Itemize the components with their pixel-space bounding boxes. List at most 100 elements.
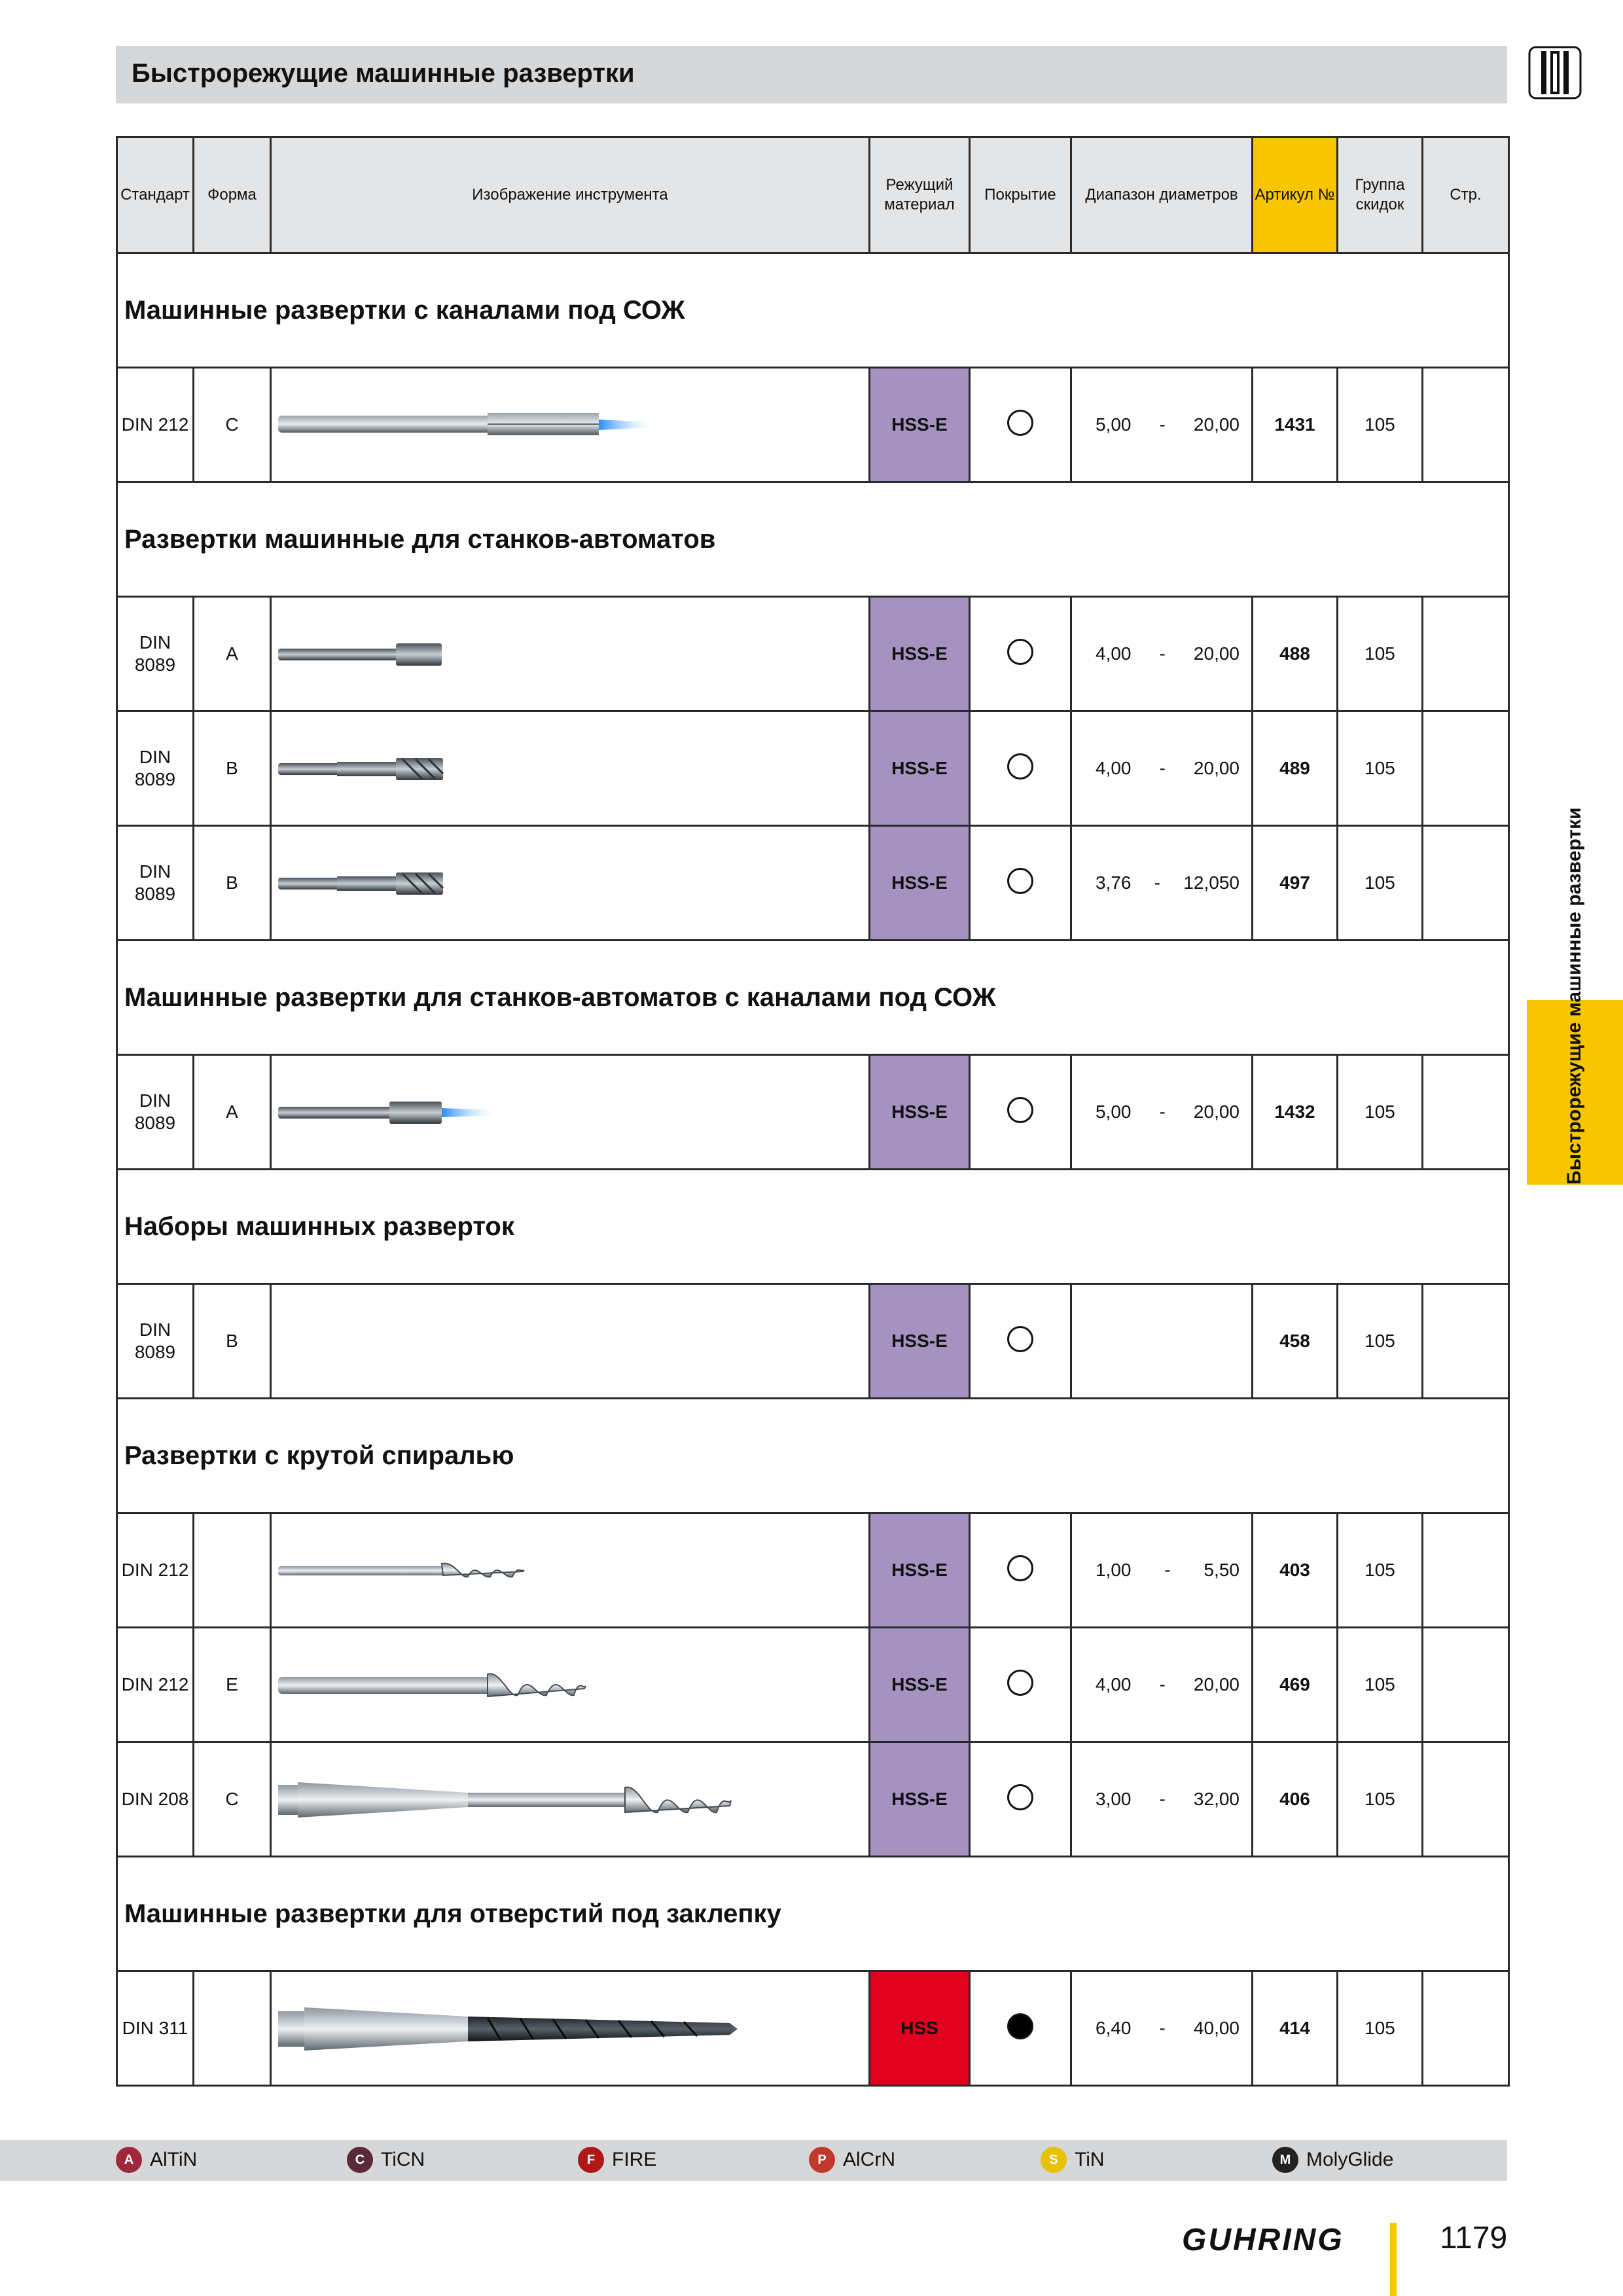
legend-item: S TiN <box>1041 2147 1105 2173</box>
range-dash: - <box>1159 758 1166 778</box>
cell-page[interactable] <box>1421 367 1510 483</box>
side-tab[interactable]: Быстрорежущие машинные развертки <box>1527 808 1623 1185</box>
cell-coating <box>969 825 1072 941</box>
cell-page[interactable] <box>1421 1283 1510 1399</box>
coating-badge-icon: M <box>1272 2147 1298 2173</box>
cell-standard: DIN 212 <box>116 1512 194 1628</box>
cell-tool-image <box>270 1741 870 1857</box>
cell-tool-image <box>270 1512 870 1628</box>
legend-label: TiCN <box>381 2149 425 2170</box>
reamer-image <box>278 1673 586 1698</box>
cell-form <box>192 1512 272 1628</box>
range-to: 5,50 <box>1204 1560 1240 1580</box>
legend-label: TiN <box>1075 2149 1105 2170</box>
cell-page[interactable] <box>1421 825 1510 941</box>
reamer-image <box>278 2007 738 2051</box>
cell-article[interactable]: 1432 <box>1251 1054 1338 1170</box>
section-row: Машинные развертки с каналами под СОЖ <box>116 252 1510 368</box>
cell-article[interactable]: 414 <box>1251 1970 1338 2087</box>
coating-circle-icon <box>1007 638 1033 665</box>
cell-range: 1,00 - 5,50 <box>1070 1512 1253 1628</box>
legend-label: AlTiN <box>150 2149 198 2170</box>
header-page: Стр. <box>1421 136 1510 254</box>
table-row[interactable]: DIN 311 HSS 6,40 - 40,00 414 105 <box>116 1970 1510 2087</box>
cell-page[interactable] <box>1421 1626 1510 1743</box>
cell-page[interactable] <box>1421 1054 1510 1170</box>
cell-page[interactable] <box>1421 1741 1510 1857</box>
cell-standard: DIN 8089 <box>116 710 194 827</box>
range-to: 20,00 <box>1193 758 1240 778</box>
section-title: Машинные развертки для отверстий под зак… <box>116 1856 1510 1972</box>
cell-tool-image <box>270 710 870 827</box>
cell-discount: 105 <box>1336 710 1423 827</box>
table-row[interactable]: DIN 8089 B HSS-E 3,76 - 12,050 497 105 <box>116 825 1510 941</box>
cell-article[interactable]: 488 <box>1251 596 1338 712</box>
range-from: 5,00 <box>1096 1102 1132 1122</box>
header-material: Режущий материал <box>868 136 971 254</box>
table-row[interactable]: DIN 8089 B HSS-E 4,00 - 20,00 489 105 <box>116 710 1510 827</box>
table-row[interactable]: DIN 208 C HSS-E 3,00 - 32,00 406 105 <box>116 1741 1510 1857</box>
coating-circle-icon <box>1007 1554 1033 1581</box>
table-row[interactable]: DIN 8089 A HSS-E 5,00 - 20,00 1432 105 <box>116 1054 1510 1170</box>
cell-article[interactable]: 403 <box>1251 1512 1338 1628</box>
coating-badge-icon: S <box>1041 2147 1067 2173</box>
cell-range: 6,40 - 40,00 <box>1070 1970 1253 2087</box>
section-row: Машинные развертки для отверстий под зак… <box>116 1856 1510 1972</box>
cell-material: HSS-E <box>868 1283 971 1399</box>
legend-item: M MolyGlide <box>1272 2147 1393 2173</box>
range-dash: - <box>1159 2018 1166 2038</box>
reamer-table: Стандарт Форма Изображение инструмента Р… <box>116 136 1510 2087</box>
cell-page[interactable] <box>1421 710 1510 827</box>
range-to: 20,00 <box>1193 414 1240 435</box>
table-row[interactable]: DIN 8089 A HSS-E 4,00 - 20,00 488 105 <box>116 596 1510 712</box>
cell-form: B <box>192 710 272 827</box>
cell-article[interactable]: 406 <box>1251 1741 1338 1857</box>
cell-article[interactable]: 469 <box>1251 1626 1338 1743</box>
cell-material: HSS-E <box>868 367 971 483</box>
legend-label: FIRE <box>612 2149 657 2170</box>
table-row[interactable]: DIN 212 E HSS-E 4,00 - 20,00 469 105 <box>116 1626 1510 1743</box>
cell-range: 3,76 - 12,050 <box>1070 825 1253 941</box>
header-discount: Группа скидок <box>1336 136 1423 254</box>
header-coating: Покрытие <box>969 136 1072 254</box>
range-dash: - <box>1159 414 1166 435</box>
cell-coating <box>969 596 1072 712</box>
cell-page[interactable] <box>1421 1970 1510 2087</box>
cell-coating <box>969 1741 1072 1857</box>
section-row: Развертки машинные для станков-автоматов <box>116 481 1510 598</box>
table-row[interactable]: DIN 212 HSS-E 1,00 - 5,50 403 105 <box>116 1512 1510 1628</box>
cell-range: 5,00 - 20,00 <box>1070 1054 1253 1170</box>
cell-discount: 105 <box>1336 1626 1423 1743</box>
cell-page[interactable] <box>1421 1512 1510 1628</box>
legend-label: MolyGlide <box>1306 2149 1394 2170</box>
cell-article[interactable]: 497 <box>1251 825 1338 941</box>
cell-article[interactable]: 489 <box>1251 710 1338 827</box>
section-row: Наборы машинных разверток <box>116 1168 1510 1285</box>
table-header-row: Стандарт Форма Изображение инструмента Р… <box>116 136 1510 254</box>
cell-discount: 105 <box>1336 825 1423 941</box>
table-row[interactable]: DIN 8089 B HSS-E 458 105 <box>116 1283 1510 1399</box>
header-range: Диапазон диаметров <box>1070 136 1253 254</box>
section-row: Развертки с крутой спиралью <box>116 1397 1510 1514</box>
section-title: Развертки с крутой спиралью <box>116 1397 1510 1514</box>
cell-form: A <box>192 596 272 712</box>
cell-article[interactable]: 1431 <box>1251 367 1338 483</box>
cell-article[interactable]: 458 <box>1251 1283 1338 1399</box>
reamer-image <box>278 872 444 895</box>
cell-page[interactable] <box>1421 596 1510 712</box>
coating-circle-icon <box>1007 1325 1033 1352</box>
reamer-category-icon <box>1528 46 1582 99</box>
coating-circle-icon <box>1007 1669 1033 1696</box>
cell-material: HSS-E <box>868 825 971 941</box>
range-from: 3,00 <box>1096 1789 1132 1809</box>
cell-range: 4,00 - 20,00 <box>1070 710 1253 827</box>
range-from: 6,40 <box>1096 2018 1132 2038</box>
table-row[interactable]: DIN 212 C HSS-E 5,00 - 20,00 1431 105 <box>116 367 1510 483</box>
cell-discount: 105 <box>1336 367 1423 483</box>
cell-coating <box>969 1054 1072 1170</box>
cell-form: A <box>192 1054 272 1170</box>
cell-discount: 105 <box>1336 1054 1423 1170</box>
reamer-image <box>278 1562 525 1578</box>
range-dash: - <box>1154 872 1161 893</box>
header-article: Артикул № <box>1251 136 1338 254</box>
